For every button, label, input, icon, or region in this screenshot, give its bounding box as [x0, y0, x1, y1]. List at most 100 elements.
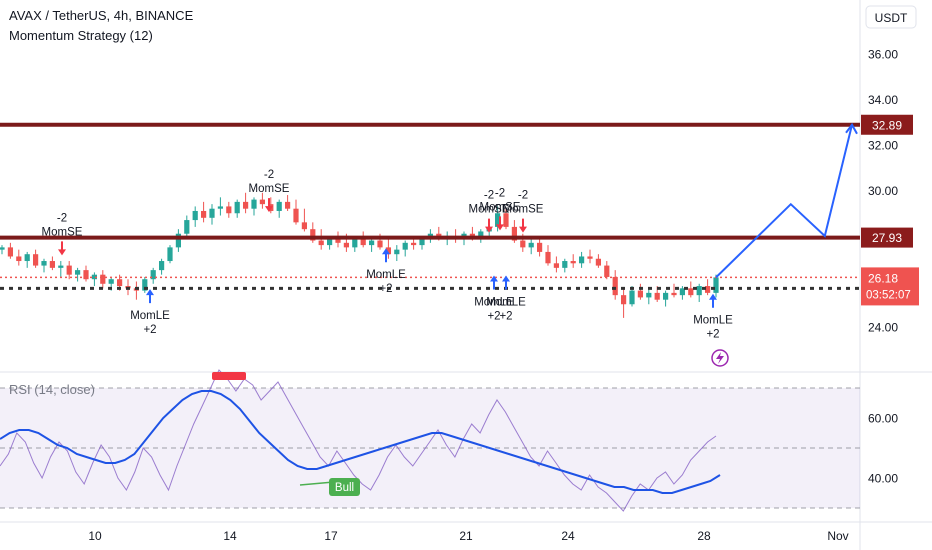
signal-qty: -2 — [484, 190, 494, 202]
signal-label: MomLE — [130, 310, 170, 322]
candle-body — [175, 233, 181, 248]
resistance-price-label: 27.93 — [872, 231, 902, 245]
candle-body — [570, 261, 576, 264]
candle-body — [159, 261, 165, 271]
signal-qty: +2 — [499, 311, 512, 323]
candle-body — [276, 201, 282, 211]
signal-qty: +2 — [379, 283, 392, 295]
candle-body — [243, 201, 249, 209]
long-arrow-icon — [490, 275, 498, 290]
time-axis-tick: 17 — [324, 529, 338, 543]
strategy-title[interactable]: Momentum Strategy (12) — [9, 28, 153, 43]
signal-label: MomLE — [474, 297, 514, 309]
signal-label: MomSE — [480, 201, 521, 213]
lightning-bolt-icon — [716, 352, 724, 364]
candle-body — [503, 213, 509, 227]
candle-body — [66, 265, 72, 275]
candle-body — [713, 277, 719, 293]
candle-body — [209, 208, 215, 218]
candle-body — [100, 274, 106, 284]
candle-body — [654, 292, 660, 300]
short-arrow-icon — [265, 198, 273, 213]
candle-body — [142, 279, 148, 291]
candle-body — [394, 249, 400, 255]
long-arrow-icon — [146, 289, 154, 304]
candle-body — [663, 292, 669, 300]
candle-body — [696, 286, 702, 296]
bear-label-box — [212, 372, 246, 380]
candle-body — [604, 265, 610, 277]
candle-body — [335, 238, 341, 243]
price-axis-tick: 32.00 — [868, 139, 898, 153]
candle-body — [419, 238, 425, 246]
signal-label: MomSE — [469, 204, 510, 216]
price-axis-tick: 30.00 — [868, 184, 898, 198]
signal-label: MomLE — [693, 315, 733, 327]
resistance-price-tag — [861, 227, 913, 248]
candle-body — [587, 256, 593, 259]
candle-body — [184, 220, 190, 234]
short-arrow-icon — [496, 216, 504, 231]
candle-body — [621, 295, 627, 305]
signal-qty: -2 — [495, 187, 505, 199]
candle-body — [671, 292, 677, 296]
candle-body — [562, 261, 568, 268]
last-price-label: 26.18 — [868, 271, 898, 285]
candle-body — [16, 256, 22, 262]
candle-body — [117, 279, 123, 287]
candle-body — [705, 286, 711, 293]
signal-label: MomSE — [42, 226, 83, 238]
candle-body — [360, 238, 366, 246]
signal-label: MomSE — [249, 183, 290, 195]
candle-body — [192, 210, 198, 221]
candle-body — [83, 270, 89, 280]
resistance-price-tag — [861, 114, 913, 135]
currency-label: USDT — [875, 11, 908, 25]
candle-body — [293, 208, 299, 223]
price-axis-tick: 24.00 — [868, 321, 898, 335]
candle-body — [49, 261, 55, 268]
candle-body — [234, 201, 240, 214]
last-price-tag — [861, 267, 919, 306]
candle-body — [327, 238, 333, 246]
candle-body — [637, 290, 643, 298]
candle-body — [251, 199, 257, 209]
time-axis-tick: 28 — [697, 529, 711, 543]
candle-body — [301, 222, 307, 230]
candle-body — [352, 238, 358, 248]
signal-qty: +2 — [143, 324, 156, 336]
candle-body — [679, 288, 685, 296]
candle-body — [285, 201, 291, 209]
signal-qty: +2 — [706, 329, 719, 341]
candle-body — [579, 256, 585, 264]
candle-body — [511, 226, 517, 241]
long-arrow-icon — [709, 293, 717, 308]
candle-body — [629, 290, 635, 305]
signal-qty: -2 — [57, 212, 67, 224]
candle-body — [75, 270, 81, 275]
candle-body — [343, 242, 349, 248]
currency-badge[interactable] — [865, 5, 917, 29]
candle-body — [167, 247, 173, 262]
candle-body — [0, 247, 5, 250]
candle-body — [402, 242, 408, 250]
candle-body — [310, 229, 316, 241]
symbol-title[interactable]: AVAX / TetherUS, 4h, BINANCE — [9, 8, 194, 23]
time-axis-tick: Nov — [827, 529, 848, 543]
candle-body — [226, 206, 232, 214]
candle-body — [688, 288, 694, 296]
rsi-title[interactable]: RSI (14, close) — [9, 382, 95, 397]
candle-body — [58, 265, 64, 268]
candle-body — [495, 213, 501, 227]
short-arrow-icon — [519, 218, 527, 233]
signal-qty: -2 — [518, 190, 528, 202]
candle-body — [612, 276, 618, 296]
candle-body — [478, 231, 484, 239]
signal-qty: -2 — [264, 169, 274, 181]
candle-body — [537, 242, 543, 252]
candle-body — [33, 254, 39, 266]
candle-body — [7, 247, 13, 257]
short-arrow-icon — [58, 241, 66, 256]
